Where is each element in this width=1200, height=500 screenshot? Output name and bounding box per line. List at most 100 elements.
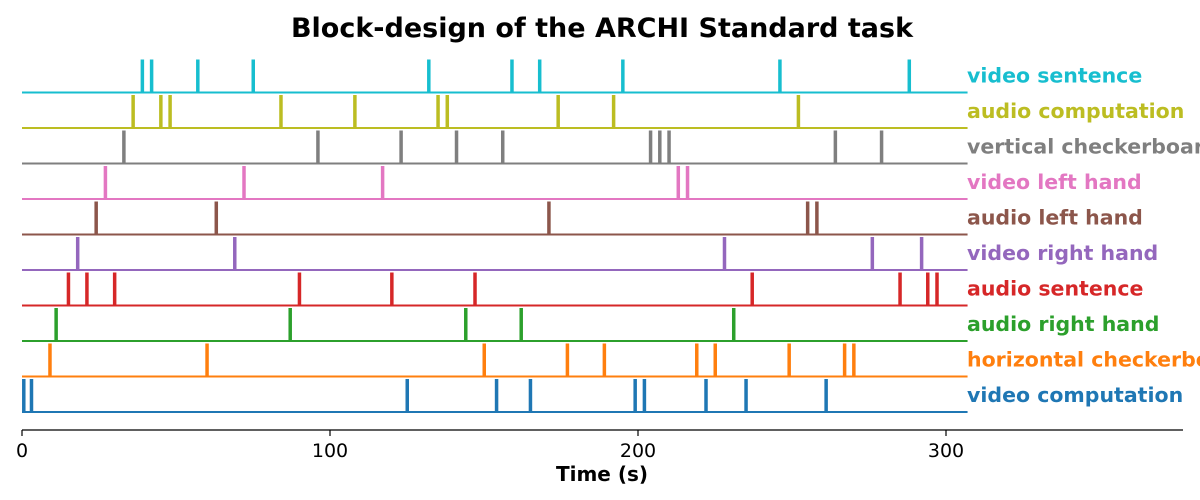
event-bar [94,201,98,235]
event-bar [196,59,200,93]
event-bar [815,201,819,235]
event-bar [473,272,477,306]
series-video-computation: video computation [22,379,1183,413]
event-bar [633,379,637,412]
event-bar [556,95,560,128]
event-bar [464,308,468,341]
event-bar [926,272,930,306]
event-bar [919,237,924,270]
event-bar [159,95,163,128]
event-bar [685,166,690,199]
event-bar [131,95,135,128]
event-bar [454,130,459,164]
event-bar [833,130,838,164]
event-bar [405,379,409,412]
event-bar [353,95,357,128]
x-axis: 0 100 200 300 [16,429,1183,462]
series-video-right-hand: video right hand [22,237,1158,271]
event-bar [140,59,145,93]
event-bar [565,343,570,377]
series-video-sentence: video sentence [22,59,1142,94]
event-bar [288,308,292,341]
event-bar [519,308,523,341]
event-bar [713,343,717,377]
event-bar [695,343,699,377]
series-audio-left-hand: audio left hand [22,201,1143,236]
event-bar [233,237,237,270]
event-bar [75,237,80,270]
event-bar [842,343,847,377]
event-bar [528,379,533,412]
event-bar [112,272,117,306]
event-bar [870,237,875,270]
legend-label: audio right hand [967,312,1159,336]
event-bar [316,130,320,164]
event-bar [85,272,89,306]
event-bar [898,272,902,306]
event-bar [750,272,754,306]
event-bar [907,59,912,93]
event-bar [824,379,828,412]
event-bar [48,343,52,377]
event-bar [242,166,246,199]
event-bar [547,201,551,235]
event-bar [149,59,154,93]
legend-label: audio computation [967,99,1184,123]
event-bar [879,130,884,164]
event-bar [279,95,283,128]
event-bar [122,130,126,164]
event-bar [436,95,440,128]
event-bar [494,379,499,412]
event-bar [778,59,782,93]
chart-title: Block-design of the ARCHI Standard task [291,13,914,44]
event-bar [22,379,26,412]
event-bar [602,343,607,377]
event-bar [482,343,486,377]
event-bar [731,308,736,341]
legend-label: video right hand [967,241,1158,265]
legend-label: vertical checkerboard [967,135,1200,159]
series-audio-right-hand: audio right hand [22,308,1159,342]
event-bar [297,272,302,306]
event-bar [54,308,58,341]
legend-label: video computation [967,383,1183,407]
legend-label: audio sentence [967,277,1143,301]
event-bar [658,130,662,164]
x-tick-label: 200 [620,440,656,462]
legend-label: horizontal checkerboard [967,348,1200,372]
x-tick-label: 100 [312,440,348,462]
event-bar [805,201,810,235]
event-bar [722,237,727,270]
event-bar [399,130,403,164]
legend-label: video sentence [967,64,1142,88]
legend-label: audio left hand [967,206,1143,230]
series-horizontal-checkerboard: horizontal checkerboard [22,343,1200,378]
event-bar [168,95,172,128]
event-bar [214,201,219,235]
event-bar [537,59,542,93]
series-vertical-checkerboard: vertical checkerboard [22,130,1200,165]
event-bar [29,379,34,412]
x-axis-label: Time (s) [556,462,648,486]
event-bar [676,166,681,199]
event-bar [648,130,653,164]
event-bar [510,59,514,93]
event-bar [704,379,708,412]
series-audio-computation: audio computation [22,95,1184,129]
event-bar [611,95,616,128]
event-bar [667,130,671,164]
event-bar [251,59,255,93]
legend-label: video left hand [967,170,1142,194]
event-bar [621,59,625,93]
event-bar [103,166,108,199]
event-bar [380,166,385,199]
event-bar [205,343,209,377]
series-video-left-hand: video left hand [22,166,1142,200]
x-tick-label: 0 [16,440,28,462]
x-tick-label: 300 [928,440,964,462]
event-bar [390,272,394,306]
event-bar [852,343,856,377]
event-bar [66,272,71,306]
event-bar [500,130,505,164]
event-bar [445,95,450,128]
